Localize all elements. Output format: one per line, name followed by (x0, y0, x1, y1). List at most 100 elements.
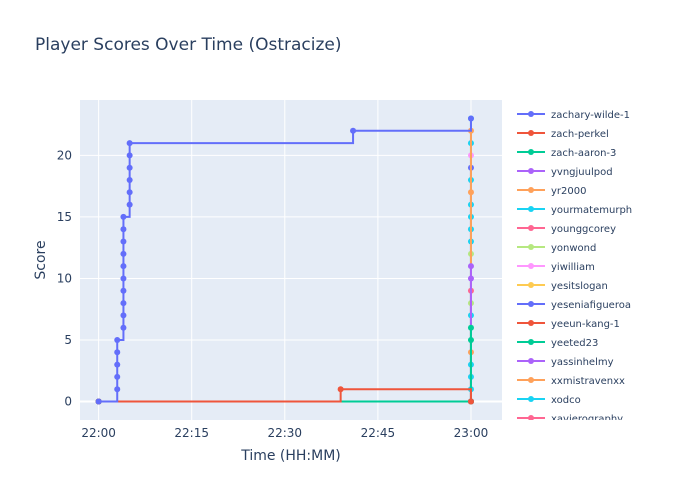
data-point (467, 324, 474, 331)
x-tick-label: 22:15 (174, 426, 209, 440)
data-point (350, 127, 357, 134)
y-tick-label: 5 (64, 333, 72, 347)
data-point (114, 361, 121, 368)
legend-item[interactable]: zach-perkel (517, 129, 609, 140)
legend-swatch-marker (528, 244, 534, 250)
legend-item[interactable]: yeeun-kang-1 (517, 319, 620, 330)
legend-item[interactable]: younggcorey (517, 224, 616, 235)
data-point (126, 152, 133, 159)
legend-label: yourmatemurph (551, 205, 632, 216)
legend-swatch-marker (528, 320, 534, 326)
legend-item[interactable]: xodco (517, 395, 581, 406)
data-point (120, 250, 127, 257)
data-point (467, 275, 474, 282)
y-axis-title: Score (33, 240, 49, 279)
data-point (467, 115, 474, 122)
data-point (126, 201, 133, 208)
legend-swatch-marker (528, 377, 534, 383)
legend-swatch-marker (528, 206, 534, 212)
data-point (114, 337, 121, 343)
legend-label: younggcorey (551, 224, 616, 235)
data-point (467, 263, 474, 270)
legend-label: yiwilliam (551, 262, 595, 273)
series-layer (95, 115, 474, 405)
data-point (467, 398, 474, 405)
legend-label: zach-perkel (551, 129, 609, 140)
x-tick-label: 22:30 (267, 426, 302, 440)
legend-swatch-marker (528, 225, 534, 231)
legend-label: xxmistravenxx (551, 376, 625, 387)
legend-swatch-marker (528, 187, 534, 193)
legend-swatch-marker (528, 339, 534, 345)
legend-item[interactable]: yvngjuulpod (517, 167, 613, 178)
legend-swatch-marker (528, 282, 534, 288)
legend-item[interactable]: yeseniafigueroa (517, 300, 631, 311)
plot-area (80, 100, 502, 420)
legend-item[interactable]: yr2000 (517, 186, 586, 197)
legend-swatch-marker (528, 396, 534, 402)
legend-swatch-marker (528, 130, 534, 136)
data-point (120, 287, 127, 294)
legend-swatch-marker (528, 415, 534, 420)
data-point (120, 324, 127, 331)
data-point (120, 213, 127, 220)
legend-label: yesitslogan (551, 281, 608, 292)
legend[interactable]: zachary-wilde-1 zach-perkel zach-aaron-3 yv… (517, 110, 632, 425)
y-tick-label: 20 (57, 148, 72, 162)
legend-item[interactable]: yourmatemurph (517, 205, 632, 216)
legend-label: yvngjuulpod (551, 167, 613, 178)
data-point (126, 177, 133, 183)
legend-label: yassinhelmy (551, 357, 614, 368)
legend-item[interactable]: yiwilliam (517, 262, 595, 273)
data-point (114, 386, 121, 393)
legend-item[interactable]: xxmistravenxx (517, 376, 625, 387)
legend-item[interactable]: yonwond (517, 243, 596, 254)
y-tick-label: 10 (57, 271, 72, 285)
data-point (120, 300, 127, 307)
chart-title: Player Scores Over Time (Ostracize) (35, 35, 342, 55)
x-tick-label: 23:00 (454, 426, 489, 440)
legend-item[interactable]: zachary-wilde-1 (517, 110, 630, 121)
data-point (114, 349, 121, 356)
legend-label: xodco (551, 395, 581, 406)
legend-swatch-marker (528, 149, 534, 155)
legend-item[interactable]: zach-aaron-3 (517, 148, 616, 159)
legend-swatch-marker (528, 301, 534, 307)
legend-swatch-marker (528, 263, 534, 269)
legend-item[interactable]: yeeted23 (517, 338, 598, 349)
legend-label: yeeted23 (551, 338, 598, 349)
legend-label: zach-aaron-3 (551, 148, 616, 159)
legend-swatch-marker (528, 111, 534, 117)
data-point (467, 189, 474, 196)
legend-label: zachary-wilde-1 (551, 110, 630, 121)
data-point (126, 140, 133, 147)
legend-item[interactable]: yesitslogan (517, 281, 608, 292)
legend-item[interactable]: xavierography (517, 414, 623, 425)
data-point (120, 226, 127, 233)
tick-labels: 0 5 10 15 20 22:00 22:15 22:30 22:45 23:00 (57, 148, 489, 440)
y-tick-label: 0 (64, 395, 72, 409)
x-tick-label: 22:00 (81, 426, 116, 440)
data-point (120, 312, 127, 319)
data-point (95, 398, 102, 405)
legend-label: yonwond (551, 243, 596, 254)
x-axis-title: Time (HH:MM) (240, 448, 341, 464)
legend-label: yeeun-kang-1 (551, 319, 620, 330)
legend-label: xavierography (551, 414, 623, 425)
data-point (120, 238, 127, 245)
data-point (337, 386, 344, 393)
data-point (126, 164, 133, 171)
legend-swatch-marker (528, 168, 534, 174)
y-tick-label: 15 (57, 210, 72, 224)
data-point (467, 337, 474, 343)
legend-label: yeseniafigueroa (551, 300, 631, 311)
legend-label: yr2000 (551, 186, 586, 197)
x-tick-label: 22:45 (361, 426, 396, 440)
data-point (120, 275, 127, 282)
data-point (126, 189, 133, 196)
legend-item[interactable]: yassinhelmy (517, 357, 614, 368)
data-point (114, 373, 121, 380)
legend-swatch-marker (528, 358, 534, 364)
data-point (120, 263, 127, 270)
